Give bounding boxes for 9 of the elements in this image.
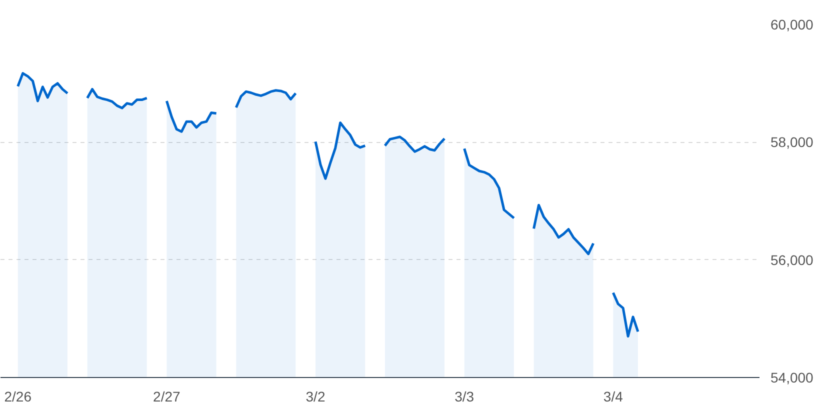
y-tick-label: 60,000 [770,16,814,32]
y-tick-label: 56,000 [770,252,814,268]
x-tick-label: 2/27 [153,388,181,404]
x-tick-label: 3/3 [454,388,474,404]
x-tick-label: 2/26 [4,388,32,404]
x-tick-label: 3/2 [306,388,326,404]
y-tick-label: 58,000 [770,134,814,150]
x-tick-label: 3/4 [603,388,624,404]
y-tick-label: 54,000 [770,370,814,386]
